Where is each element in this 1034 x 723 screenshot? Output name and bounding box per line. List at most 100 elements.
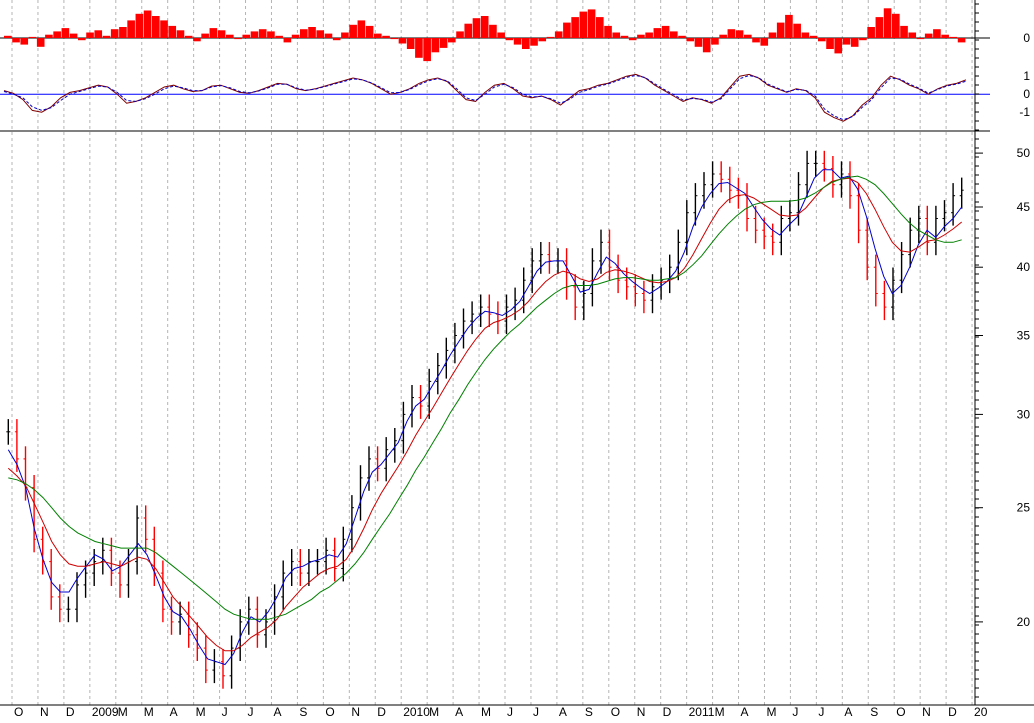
histogram-bar <box>332 38 341 41</box>
x-tick-label: O <box>325 705 334 719</box>
histogram-bar <box>924 33 933 38</box>
histogram-bar <box>127 20 135 38</box>
histogram-bar <box>341 32 349 38</box>
histogram-bar <box>374 33 382 38</box>
histogram-bar <box>637 34 645 38</box>
histogram-bar <box>283 38 292 43</box>
histogram-bar <box>530 38 538 46</box>
histogram-bar <box>694 38 703 47</box>
axes <box>0 0 1034 706</box>
histogram-bar <box>842 38 851 45</box>
x-tick-label: M <box>766 705 776 719</box>
histogram-bar <box>538 38 547 42</box>
x-tick-label: O <box>611 705 620 719</box>
x-tick-label: D <box>377 705 386 719</box>
histogram-bar <box>554 31 563 38</box>
histogram-bar <box>357 20 366 38</box>
histogram-bar <box>579 11 588 38</box>
x-tick-label: M <box>715 705 725 719</box>
histogram-bar <box>390 38 399 40</box>
histogram-bar <box>102 35 111 38</box>
x-tick-label: J <box>507 705 513 719</box>
histogram-bar <box>36 38 45 47</box>
histogram-bar <box>45 34 53 38</box>
x-tick-label: N <box>351 705 360 719</box>
histogram-bar <box>275 35 283 38</box>
x-tick-label: 2011 <box>689 705 715 719</box>
histogram-bar <box>86 32 94 38</box>
x-tick-label: S <box>585 705 593 719</box>
histogram-bar <box>670 31 678 38</box>
histogram-bar <box>620 35 629 38</box>
histogram-bar <box>867 27 875 38</box>
histogram-bar <box>505 38 514 41</box>
x-tick-label: M <box>118 705 128 719</box>
moving-average-slow <box>8 175 962 620</box>
x-tick-label: S <box>299 705 307 719</box>
histogram-bar <box>826 38 834 49</box>
histogram-bar <box>892 13 900 39</box>
x-tick-label: J <box>818 705 824 719</box>
x-tick-label: J <box>533 705 539 719</box>
histogram-bar <box>168 25 177 38</box>
histogram-bar <box>480 16 489 38</box>
x-tick-label: A <box>559 705 567 719</box>
histogram-bar <box>258 29 267 38</box>
price-y-tick-label: 45 <box>1017 200 1031 214</box>
histogram-bar <box>349 24 357 38</box>
histogram-bar <box>209 28 218 38</box>
histogram-bar <box>316 30 325 38</box>
histogram-bar <box>119 27 127 38</box>
histogram-bar <box>28 36 37 38</box>
histogram-bar <box>226 34 234 38</box>
histogram-bar <box>563 22 571 38</box>
price-y-tick-label: 30 <box>1017 407 1031 421</box>
histogram-bar <box>883 8 892 39</box>
histogram-bar <box>859 38 867 41</box>
histogram-bar <box>760 38 769 46</box>
histogram-bar <box>522 38 530 49</box>
histogram-bar <box>908 32 917 38</box>
histogram-bar <box>78 38 86 41</box>
histogram-bar <box>489 24 497 38</box>
histogram-bar <box>900 25 908 38</box>
histogram-bar <box>398 38 407 44</box>
histogram-bar <box>267 31 275 38</box>
histogram-bar <box>735 30 744 38</box>
histogram-bar <box>933 29 941 38</box>
histogram-bar <box>785 14 793 38</box>
histogram-bar <box>308 27 316 38</box>
x-tick-label: A <box>273 705 281 719</box>
histogram-bar <box>94 30 103 38</box>
price-y-tick-label: 20 <box>1017 615 1031 629</box>
x-tick-label: N <box>922 705 931 719</box>
histogram-bar <box>818 38 826 42</box>
x-tick-label: J <box>222 705 228 719</box>
histogram-bar <box>957 38 966 43</box>
histogram-bar <box>152 16 160 38</box>
histogram-bar <box>497 32 505 38</box>
x-tick-label: O <box>14 705 23 719</box>
histogram-bar <box>768 32 777 38</box>
histogram-bar <box>645 32 653 38</box>
histogram-bar <box>61 28 70 38</box>
histogram-bar <box>406 38 415 49</box>
price-y-tick-label: 50 <box>1017 146 1031 160</box>
histogram-bar <box>12 38 20 43</box>
histogram-bar <box>596 17 604 38</box>
x-tick-label: M <box>481 705 491 719</box>
oscillator-panel <box>0 73 990 122</box>
price-y-tick-label: 40 <box>1017 260 1031 274</box>
x-tick-label: D <box>66 705 75 719</box>
histogram-bar <box>291 34 300 38</box>
histogram-bar <box>686 38 695 42</box>
histogram-bar <box>727 29 736 38</box>
histogram-bar <box>604 25 612 38</box>
price-panel <box>6 150 964 689</box>
x-tick-label: M <box>429 705 439 719</box>
histogram-bar <box>69 33 78 38</box>
histogram-bar <box>571 17 579 38</box>
histogram-bar <box>439 38 448 48</box>
histogram-bar <box>365 25 374 38</box>
